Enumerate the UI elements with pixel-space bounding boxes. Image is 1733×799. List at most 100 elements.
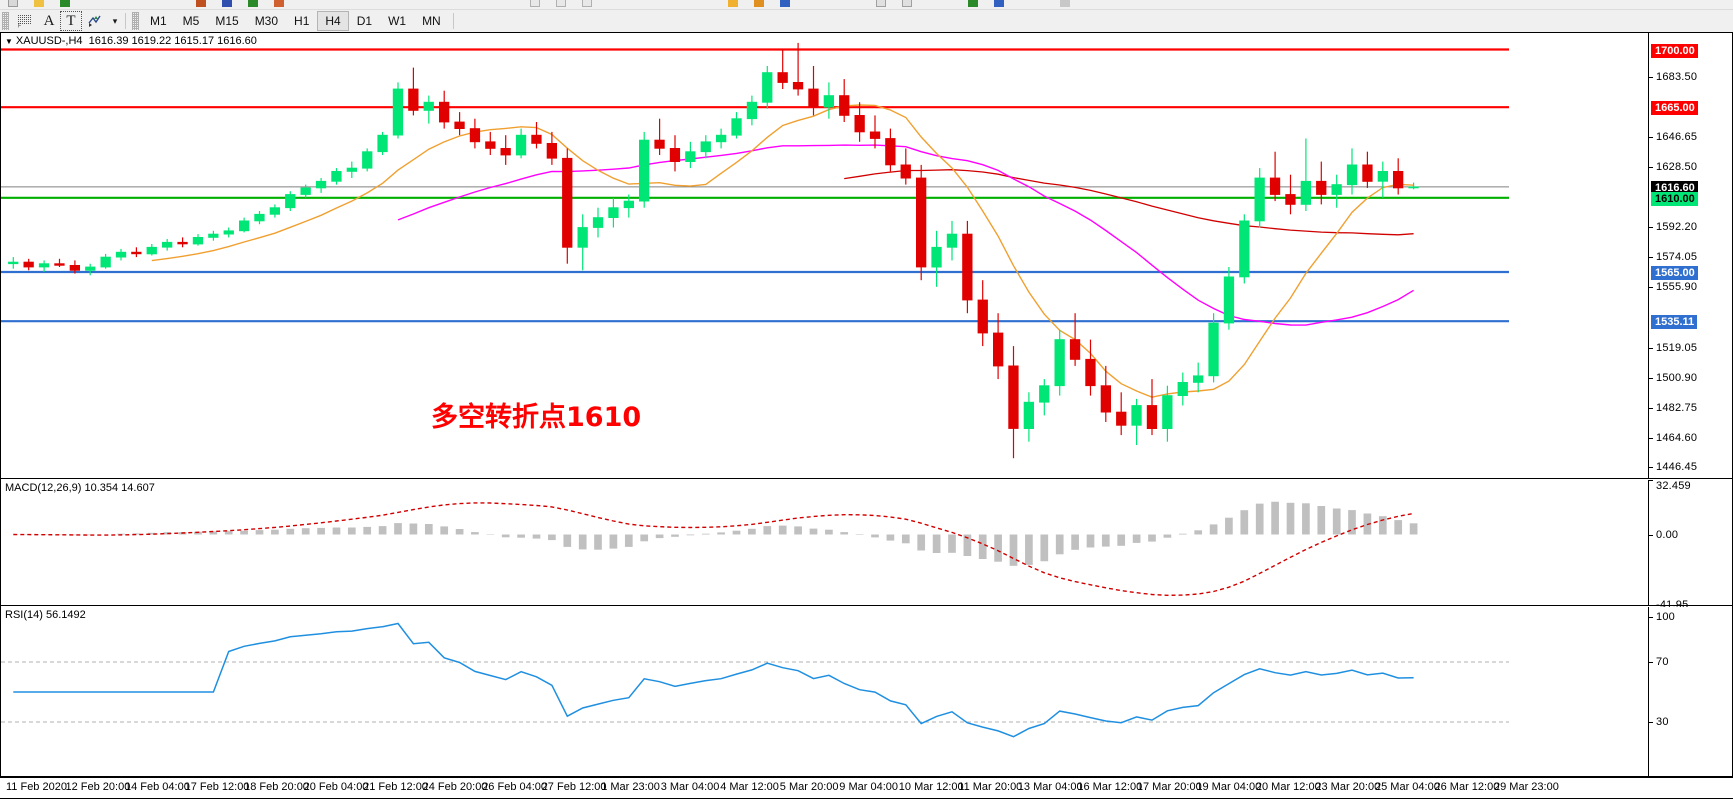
new-chart-icon[interactable] [0,0,26,9]
candle-chart-icon[interactable] [240,0,266,9]
timeframe-h4[interactable]: H4 [317,11,349,31]
rsi-plot-area[interactable] [1,607,1732,776]
price-plot-area[interactable] [1,33,1732,478]
autoscroll-icon[interactable] [574,0,600,9]
price-pane[interactable]: 1683.50 1665.00 1646.65 1628.50 1616.60 1610.… [1,33,1732,479]
rsi-tick-label: 30 [1656,716,1669,728]
grid-icon[interactable] [868,0,894,9]
zoom-out-icon[interactable] [548,0,574,9]
price-tag-1610.00[interactable]: 1610.00 [1651,191,1698,206]
price-tick-mark [1649,287,1653,288]
expert-advisor-icon[interactable] [746,0,772,9]
text-label-tool-button[interactable]: T [60,11,82,31]
macd-pane[interactable]: 32.459 0.00 -41.95 MACD(12,26,9) 10.354 14… [1,480,1732,611]
macd-svg [13,501,1418,597]
text-tool-button[interactable]: A [43,12,55,29]
timeframe-mn[interactable]: MN [422,14,441,28]
symbol-info: ▼ XAUUSD-,H4 1616.39 1619.22 1615.17 1616… [5,35,257,47]
timeframe-m5[interactable]: M5 [182,14,200,28]
new-order-icon[interactable] [960,0,986,9]
price-tick-mark [1649,467,1653,469]
rsi-axis[interactable]: 100 70 30 [1649,607,1732,775]
window-icon[interactable] [1052,0,1078,9]
price-tick-mark [1649,227,1653,229]
rsi-tick-label: 70 [1656,656,1669,668]
shapes-glyph [88,15,101,27]
print-icon[interactable] [188,0,214,9]
time-axis-label: 26 Feb 04:00 [482,781,548,793]
price-tag-1700.00[interactable]: 1700.00 [1651,43,1698,58]
time-axis[interactable]: 11 Feb 2020 12 Feb 20:00 14 Feb 04:00 17 Fe… [0,777,1733,799]
crosshair-tool-icon[interactable]: F [12,11,38,31]
rsi-tick-mark [1649,662,1653,663]
time-axis-label: 14 Feb 04:00 [125,781,190,793]
rsi-axis-line [1648,607,1649,776]
chart-annotation-text[interactable]: 多空转折点1610 [431,402,642,433]
save-icon[interactable] [52,0,78,9]
macd-indicator-label[interactable]: MACD(12,26,9) 10.354 14.607 [5,482,155,494]
time-axis-label: 12 Feb 20:00 [65,781,131,793]
time-axis-label: 17 Feb 12:00 [184,781,250,793]
templates-icon[interactable] [772,0,798,9]
price-tick-label: 1482.75 [1656,401,1698,414]
timeframe-m15[interactable]: M15 [215,14,239,28]
time-axis-label: 21 Feb 12:00 [363,781,428,793]
price-tick-mark [1649,407,1653,409]
timeframe-grip-icon[interactable] [132,12,139,30]
macd-tick-label: 32.459 [1656,480,1691,492]
time-axis-label: 20 Feb 04:00 [303,781,369,793]
time-axis-label: 5 Mar 20:00 [779,781,839,793]
timeframe-d1[interactable]: D1 [356,14,373,28]
price-tag-1565.00[interactable]: 1565.00 [1651,266,1698,280]
toolbar-grip-icon[interactable] [2,12,9,30]
macd-axis[interactable]: 32.459 0.00 -41.95 [1649,480,1732,611]
price-tag-1616.60[interactable]: 1616.60 [1651,180,1698,195]
shapes-tool-button[interactable] [82,11,109,31]
timeframe-h1[interactable]: H1 [294,14,310,28]
rsi-pane[interactable]: 100 70 30 RSI(14) 56.1492 [1,607,1732,776]
price-tick-label: 1574.05 [1656,251,1698,264]
price-tick-label: 1628.50 [1656,161,1698,174]
rsi-tick-label: 100 [1656,611,1675,623]
line-chart-icon[interactable] [266,0,292,9]
price-axis[interactable]: 1683.50 1665.00 1646.65 1628.50 1616.60 1610.… [1649,33,1732,478]
chart-collapse-icon[interactable]: ▼ [5,36,13,46]
price-tag-1665.00[interactable]: 1665.00 [1651,101,1698,116]
shapes-dropdown-caret[interactable]: ▾ [112,15,118,26]
timeframe-w1[interactable]: W1 [388,14,407,28]
macd-plot-area[interactable] [1,480,1732,605]
chart-window[interactable]: 1683.50 1665.00 1646.65 1628.50 1616.60 1610.… [0,32,1733,777]
rsi-indicator-label[interactable]: RSI(14) 56.1492 [5,609,86,621]
time-axis-label: 16 Mar 12:00 [1077,781,1143,793]
toolbar-icons-row[interactable] [0,0,1733,10]
price-tag-1535.11[interactable]: 1535.11 [1651,315,1698,330]
time-axis-label: 4 Mar 12:00 [720,781,779,793]
terminal-icon[interactable] [986,0,1012,9]
price-tick-mark [1649,437,1653,439]
indicators-icon[interactable] [720,0,746,9]
toolbar-icon-group[interactable] [0,0,1078,9]
zoom-in-icon[interactable] [522,0,548,9]
time-axis-label: 11 Feb 2020 [6,781,67,793]
open-folder-icon[interactable] [26,0,52,9]
time-axis-label: 10 Mar 12:00 [898,781,964,793]
price-tick-mark [1649,377,1653,379]
bar-chart-icon[interactable] [214,0,240,9]
time-axis-label: 29 Mar 23:00 [1494,781,1559,793]
time-axis-label: 18 Feb 20:00 [244,781,309,793]
toolbar-separator-2 [452,13,454,29]
toolbar-separator [125,13,126,29]
time-axis-label: 26 Mar 12:00 [1434,781,1500,793]
timeframe-m30[interactable]: M30 [254,14,279,28]
macd-tick-mark [1649,480,1653,481]
price-candles-svg [1,42,1509,459]
price-tick-label: 1446.45 [1656,461,1698,474]
time-axis-label: 9 Mar 04:00 [839,781,898,793]
ohlc-icon[interactable] [894,0,920,9]
timeframe-m1[interactable]: M1 [150,14,167,28]
rsi-tick-mark [1649,617,1653,618]
toolbar-main[interactable]: F A T ▾ M1 M5 M15 M30 H1 H4 D1 W1 MN [0,10,1733,32]
macd-axis-line [1648,480,1649,605]
time-axis-label: 11 Mar 20:00 [958,781,1023,793]
svg-text:F: F [18,24,21,29]
